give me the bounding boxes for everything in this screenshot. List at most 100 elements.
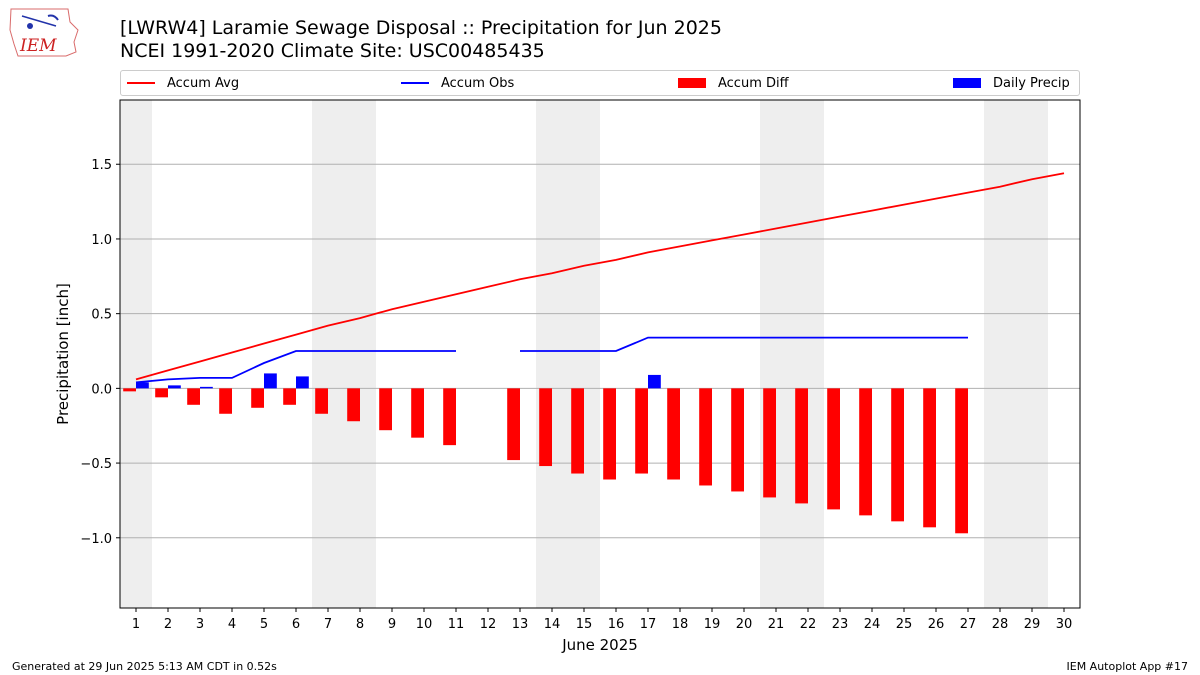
accum-obs-line-segment-1 bbox=[520, 336, 968, 352]
accum-diff-bar-day-7 bbox=[315, 388, 328, 414]
weekend-band-day-29 bbox=[1016, 100, 1048, 608]
x-tick-label: 30 bbox=[1056, 617, 1073, 632]
weekend-band-day-28 bbox=[984, 100, 1016, 608]
chart-title: [LWRW4] Laramie Sewage Disposal :: Preci… bbox=[120, 17, 722, 39]
accum-diff-bar-day-22 bbox=[795, 388, 808, 504]
bars bbox=[123, 373, 968, 534]
legend-accum-avg: Accum Avg bbox=[127, 71, 239, 95]
legend-swatch-accum-avg bbox=[127, 82, 155, 84]
x-tick-label: 29 bbox=[1024, 617, 1041, 632]
x-tick-label: 24 bbox=[864, 617, 881, 632]
accum-diff-bar-day-15 bbox=[571, 388, 584, 474]
daily-precip-bar-day-2 bbox=[168, 385, 181, 389]
x-tick-label: 16 bbox=[608, 617, 625, 632]
y-axis-label: Precipitation [inch] bbox=[54, 283, 72, 425]
daily-precip-bar-day-17 bbox=[648, 374, 661, 389]
accum-diff-bar-day-27 bbox=[955, 388, 968, 534]
daily-precip-bar-day-5 bbox=[264, 373, 277, 389]
y-tick-label: −0.5 bbox=[80, 457, 112, 472]
logo-text: IEM bbox=[19, 36, 57, 56]
accum-diff-bar-day-18 bbox=[667, 388, 680, 480]
accum-diff-bar-day-19 bbox=[699, 388, 712, 486]
y-grid bbox=[120, 163, 1080, 539]
weekend-bands bbox=[120, 100, 1048, 608]
accum-diff-bar-day-10 bbox=[411, 388, 424, 438]
x-tick-label: 17 bbox=[640, 617, 657, 632]
x-tick-label: 1 bbox=[132, 617, 140, 632]
weekend-band-day-8 bbox=[344, 100, 376, 608]
x-tick-label: 22 bbox=[800, 617, 817, 632]
accum-diff-bar-day-16 bbox=[603, 388, 616, 480]
accum-diff-bar-day-17 bbox=[635, 388, 648, 474]
x-tick-label: 26 bbox=[928, 617, 945, 632]
accum-diff-bar-day-11 bbox=[443, 388, 456, 446]
x-tick-label: 23 bbox=[832, 617, 849, 632]
legend-swatch-accum-diff bbox=[678, 78, 706, 88]
x-tick-label: 21 bbox=[768, 617, 785, 632]
x-tick-label: 2 bbox=[164, 617, 172, 632]
x-tick-label: 8 bbox=[356, 617, 364, 632]
accum-diff-bar-day-14 bbox=[539, 388, 552, 467]
x-tick-label: 27 bbox=[960, 617, 977, 632]
x-tick-label: 7 bbox=[324, 617, 332, 632]
accum-diff-bar-day-6 bbox=[283, 388, 296, 405]
plot-frame bbox=[119, 99, 1081, 609]
legend-label-daily-precip: Daily Precip bbox=[993, 75, 1070, 91]
x-tick-label: 13 bbox=[512, 617, 529, 632]
accum-avg-line-segment-0 bbox=[135, 172, 1065, 381]
x-tick-label: 6 bbox=[292, 617, 300, 632]
app-label: IEM Autoplot App #17 bbox=[1066, 660, 1189, 673]
accum-diff-bar-day-1 bbox=[123, 388, 136, 392]
generated-timestamp: Generated at 29 Jun 2025 5:13 AM CDT in … bbox=[12, 660, 277, 673]
legend-accum-obs: Accum Obs bbox=[401, 71, 514, 95]
weekend-band-day-14 bbox=[536, 100, 568, 608]
y-tick-label: 1.5 bbox=[91, 158, 112, 173]
weekend-band-day-7 bbox=[312, 100, 344, 608]
weekend-band-day-1 bbox=[120, 100, 152, 608]
accum-diff-bar-day-24 bbox=[859, 388, 872, 516]
y-tick-label: 0.5 bbox=[91, 308, 112, 323]
accum-diff-bar-day-13 bbox=[507, 388, 520, 461]
accum-diff-bar-day-5 bbox=[251, 388, 264, 408]
x-tick-label: 19 bbox=[704, 617, 721, 632]
accum-diff-bar-day-26 bbox=[923, 388, 936, 528]
x-tick-label: 12 bbox=[480, 617, 497, 632]
accum-diff-bar-day-21 bbox=[763, 388, 776, 498]
legend-label-accum-avg: Accum Avg bbox=[167, 75, 240, 91]
x-axis-label: June 2025 bbox=[561, 636, 638, 654]
x-tick-label: 5 bbox=[260, 617, 268, 632]
x-tick-label: 14 bbox=[544, 617, 561, 632]
accum-obs-line-segment-0 bbox=[135, 350, 456, 384]
accum-diff-bar-day-20 bbox=[731, 388, 744, 492]
x-tick-label: 18 bbox=[672, 617, 689, 632]
legend-swatch-accum-obs bbox=[401, 82, 429, 84]
daily-precip-bar-day-3 bbox=[200, 386, 213, 389]
accum-diff-bar-day-25 bbox=[891, 388, 904, 522]
legend-swatch-daily-precip bbox=[953, 78, 981, 88]
axes: 1 2 3 4 5 6 7 8 9 10 11 12 13 14 15 16 17 18 19 20 21 22 23 24 2… bbox=[80, 158, 1072, 632]
chart-subtitle: NCEI 1991-2020 Climate Site: USC00485435 bbox=[120, 40, 545, 62]
weekend-band-day-21 bbox=[760, 100, 792, 608]
y-tick-label: 0.0 bbox=[91, 382, 112, 397]
x-tick-label: 28 bbox=[992, 617, 1009, 632]
x-tick-label: 20 bbox=[736, 617, 753, 632]
y-tick-label: −1.0 bbox=[80, 532, 112, 547]
legend-accum-diff: Accum Diff bbox=[678, 71, 789, 95]
x-tick-label: 9 bbox=[388, 617, 396, 632]
weekend-band-day-15 bbox=[568, 100, 600, 608]
iem-logo: IEM bbox=[9, 8, 79, 57]
accum-diff-bar-day-9 bbox=[379, 388, 392, 431]
y-tick-label: 1.0 bbox=[91, 233, 112, 248]
accum-diff-bar-day-4 bbox=[219, 388, 232, 414]
accum-diff-bar-day-2 bbox=[155, 388, 168, 398]
accum-diff-bar-day-3 bbox=[187, 388, 200, 405]
accum-diff-bar-day-8 bbox=[347, 388, 360, 422]
x-tick-label: 15 bbox=[576, 617, 593, 632]
daily-precip-bar-day-1 bbox=[136, 382, 149, 389]
legend: Accum Avg Accum Obs Accum Diff Daily Pre… bbox=[120, 70, 1080, 96]
accum-diff-bar-day-23 bbox=[827, 388, 840, 510]
x-tick-label: 3 bbox=[196, 617, 204, 632]
weekend-band-day-22 bbox=[792, 100, 824, 608]
daily-precip-bar-day-6 bbox=[296, 376, 309, 389]
